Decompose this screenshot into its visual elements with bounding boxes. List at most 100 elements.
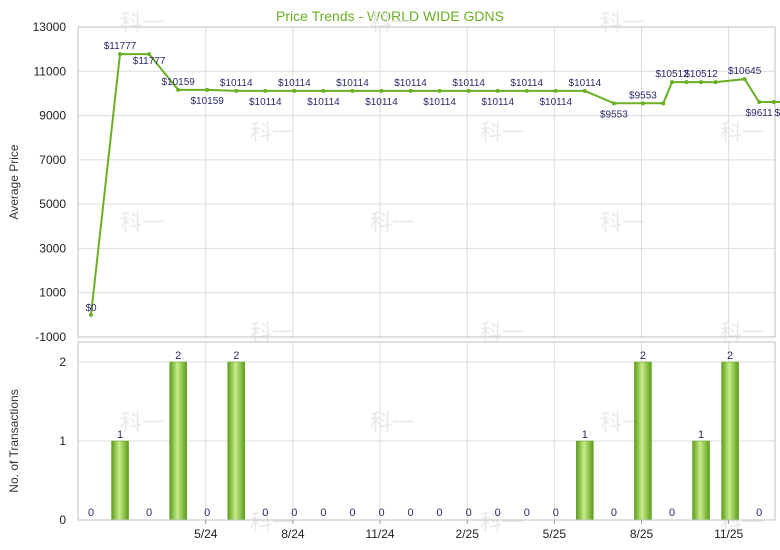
transaction-count-label: 0 — [553, 507, 559, 519]
transaction-count-label: 0 — [437, 507, 443, 519]
transaction-count-label: 2 — [175, 350, 181, 362]
price-data-label: $10114 — [452, 78, 485, 89]
watermark-text: 科一 — [480, 121, 524, 146]
transaction-count-label: 0 — [88, 507, 94, 519]
price-tick-label: 7000 — [39, 153, 66, 167]
watermark-text: 科一 — [120, 411, 164, 436]
transaction-count-label: 0 — [524, 507, 530, 519]
transaction-count-label: 0 — [262, 507, 268, 519]
x-tick-label: 11/24 — [365, 527, 394, 541]
transaction-bar — [227, 361, 245, 521]
price-point — [640, 101, 645, 106]
transaction-count-label: 0 — [611, 507, 617, 519]
price-point — [699, 80, 704, 85]
price-data-label: $10159 — [191, 96, 225, 107]
x-tick-label: 8/25 — [630, 527, 654, 541]
price-data-label: $0 — [85, 303, 97, 314]
transaction-bar — [692, 440, 710, 521]
price-data-label: $10114 — [569, 78, 602, 89]
price-tick-label: 9000 — [39, 109, 66, 123]
transaction-count-label: 0 — [291, 507, 297, 519]
price-data-label: $10114 — [249, 97, 282, 108]
price-point — [234, 88, 239, 93]
transaction-count-label: 1 — [117, 429, 123, 441]
x-tick-label: 2/25 — [456, 527, 480, 541]
price-point — [553, 88, 558, 93]
watermark-text: 科一 — [250, 121, 294, 146]
price-point — [524, 88, 529, 93]
transactions-axis-title: No. of Transactions — [7, 389, 21, 492]
price-point — [89, 312, 93, 317]
price-data-label: $9611 — [775, 108, 780, 119]
transaction-bar — [576, 440, 594, 521]
transactions-tick-label: 1 — [59, 434, 66, 448]
price-point — [292, 88, 297, 93]
transaction-count-label: 2 — [727, 350, 733, 362]
transaction-bar — [169, 361, 187, 521]
transaction-count-label: 0 — [204, 507, 210, 519]
price-data-label: $10114 — [278, 78, 311, 89]
price-point — [611, 101, 616, 106]
price-point — [437, 88, 442, 93]
transaction-count-label: 2 — [233, 350, 239, 362]
watermark-text: 科一 — [370, 411, 414, 436]
watermark-text: 科一 — [250, 511, 294, 536]
transaction-bar — [111, 440, 129, 521]
price-tick-label: 11000 — [34, 64, 67, 78]
price-data-label: $10114 — [365, 97, 398, 108]
price-data-label: $11777 — [133, 56, 166, 67]
price-point — [408, 88, 413, 93]
transaction-count-label: 0 — [495, 507, 501, 519]
price-point — [684, 80, 689, 85]
price-point — [379, 88, 384, 93]
price-data-label: $10114 — [394, 78, 427, 89]
price-tick-label: -1000 — [35, 330, 66, 344]
chart-title: Price Trends - WORLD WIDE GDNS — [276, 8, 504, 24]
price-data-label: $10114 — [510, 78, 543, 89]
transaction-bar — [634, 361, 652, 521]
watermark-text: 科一 — [600, 11, 644, 36]
x-tick-label: 5/24 — [194, 527, 218, 541]
watermark-text: 科一 — [370, 11, 414, 36]
price-tick-label: 1000 — [39, 286, 66, 300]
price-data-label: $10114 — [539, 97, 572, 108]
transactions-tick-label: 0 — [59, 513, 66, 527]
transaction-count-label: 0 — [320, 507, 326, 519]
transaction-count-label: 0 — [349, 507, 355, 519]
price-data-label: $9553 — [629, 90, 657, 101]
price-data-label: $10114 — [307, 97, 340, 108]
watermark-text: 科一 — [120, 11, 164, 36]
price-data-label: $10159 — [161, 77, 195, 88]
price-data-label: $10114 — [423, 97, 456, 108]
price-point — [495, 88, 500, 93]
watermark-text: 科一 — [480, 511, 524, 536]
x-tick-label: 11/25 — [714, 527, 743, 541]
price-series-line — [90, 53, 780, 316]
price-data-label: $11777 — [104, 41, 137, 52]
x-tick-label: 5/25 — [543, 527, 567, 541]
price-point — [713, 80, 718, 85]
price-data-label: $10114 — [220, 78, 253, 89]
price-axis-title: Average Price — [7, 144, 21, 219]
price-point — [147, 52, 152, 57]
price-tick-label: 5000 — [39, 197, 66, 211]
watermark-text: 科一 — [720, 121, 764, 146]
x-tick-label: 8/24 — [281, 527, 305, 541]
transaction-count-label: 0 — [378, 507, 384, 519]
transaction-count-label: 0 — [756, 507, 762, 519]
transaction-count-label: 0 — [669, 507, 675, 519]
transaction-count-label: 2 — [640, 350, 646, 362]
price-tick-label: 3000 — [39, 241, 66, 255]
price-point — [670, 80, 674, 85]
watermark-text: 科一 — [600, 211, 644, 236]
price-data-label: $9611 — [746, 108, 774, 119]
transactions-tick-label: 2 — [59, 355, 66, 369]
transaction-count-label: 0 — [146, 507, 152, 519]
price-point — [771, 100, 776, 105]
transaction-count-label: 0 — [407, 507, 413, 519]
price-tick-label: 13000 — [33, 20, 67, 34]
price-point — [118, 52, 123, 57]
price-data-label: $10114 — [481, 97, 514, 108]
